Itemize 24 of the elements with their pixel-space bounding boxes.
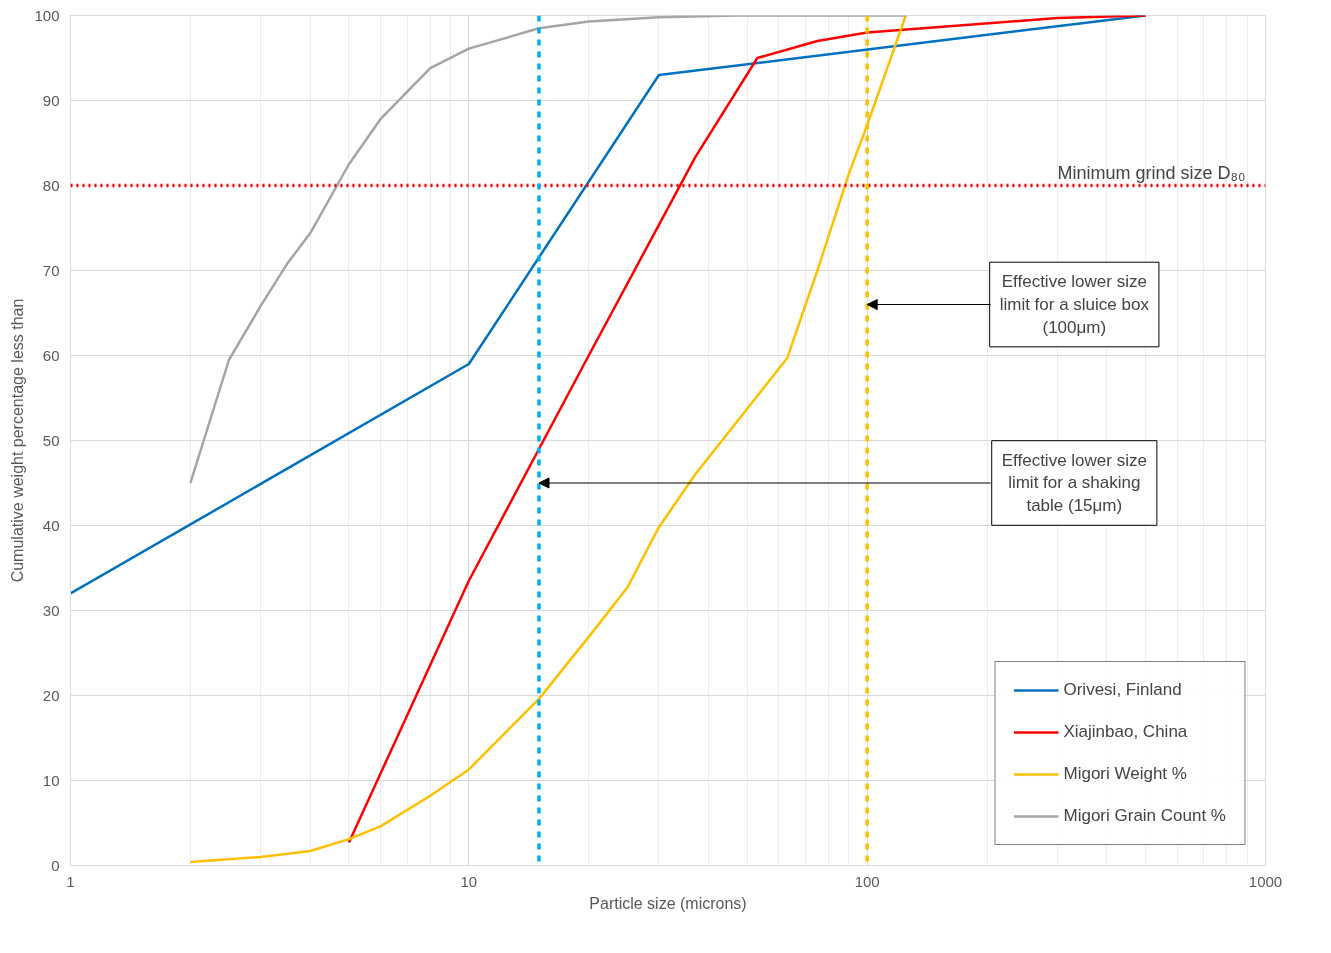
legend-label: Migori Weight % — [1063, 764, 1187, 784]
y-tick-label: 0 — [51, 856, 60, 874]
y-tick-label: 80 — [42, 176, 60, 194]
y-tick-label: 10 — [42, 771, 60, 789]
y-tick-label: 40 — [42, 516, 60, 534]
y-tick-label: 30 — [42, 601, 60, 619]
y-tick-label: 60 — [42, 346, 60, 364]
y-tick-label: 50 — [42, 431, 60, 449]
ref-line-label: Minimum grind size D₈₀ — [1057, 162, 1246, 183]
x-tick-label: 100 — [854, 872, 880, 890]
legend-label: Migori Grain Count % — [1063, 806, 1226, 826]
y-tick-label: 70 — [42, 261, 60, 279]
legend-label: Orivesi, Finland — [1063, 680, 1182, 700]
ref-line-label: Effective lower size limit for a sluice box (100μm) — [999, 272, 1150, 337]
ref-line-label: Effective lower size limit for a shaking table (15μm) — [1001, 450, 1147, 516]
x-tick-label: 10 — [460, 872, 478, 890]
x-tick-label: 1000 — [1248, 872, 1283, 890]
x-axis-title: Particle size (microns) — [589, 894, 747, 912]
y-tick-label: 100 — [34, 6, 60, 24]
y-tick-label: 90 — [42, 91, 60, 109]
legend-label: Xiajinbao, China — [1063, 722, 1188, 742]
y-axis-title: Cumulative weight percentage less than — [9, 298, 27, 583]
y-tick-label: 20 — [42, 686, 60, 704]
x-tick-label: 1 — [66, 872, 75, 890]
